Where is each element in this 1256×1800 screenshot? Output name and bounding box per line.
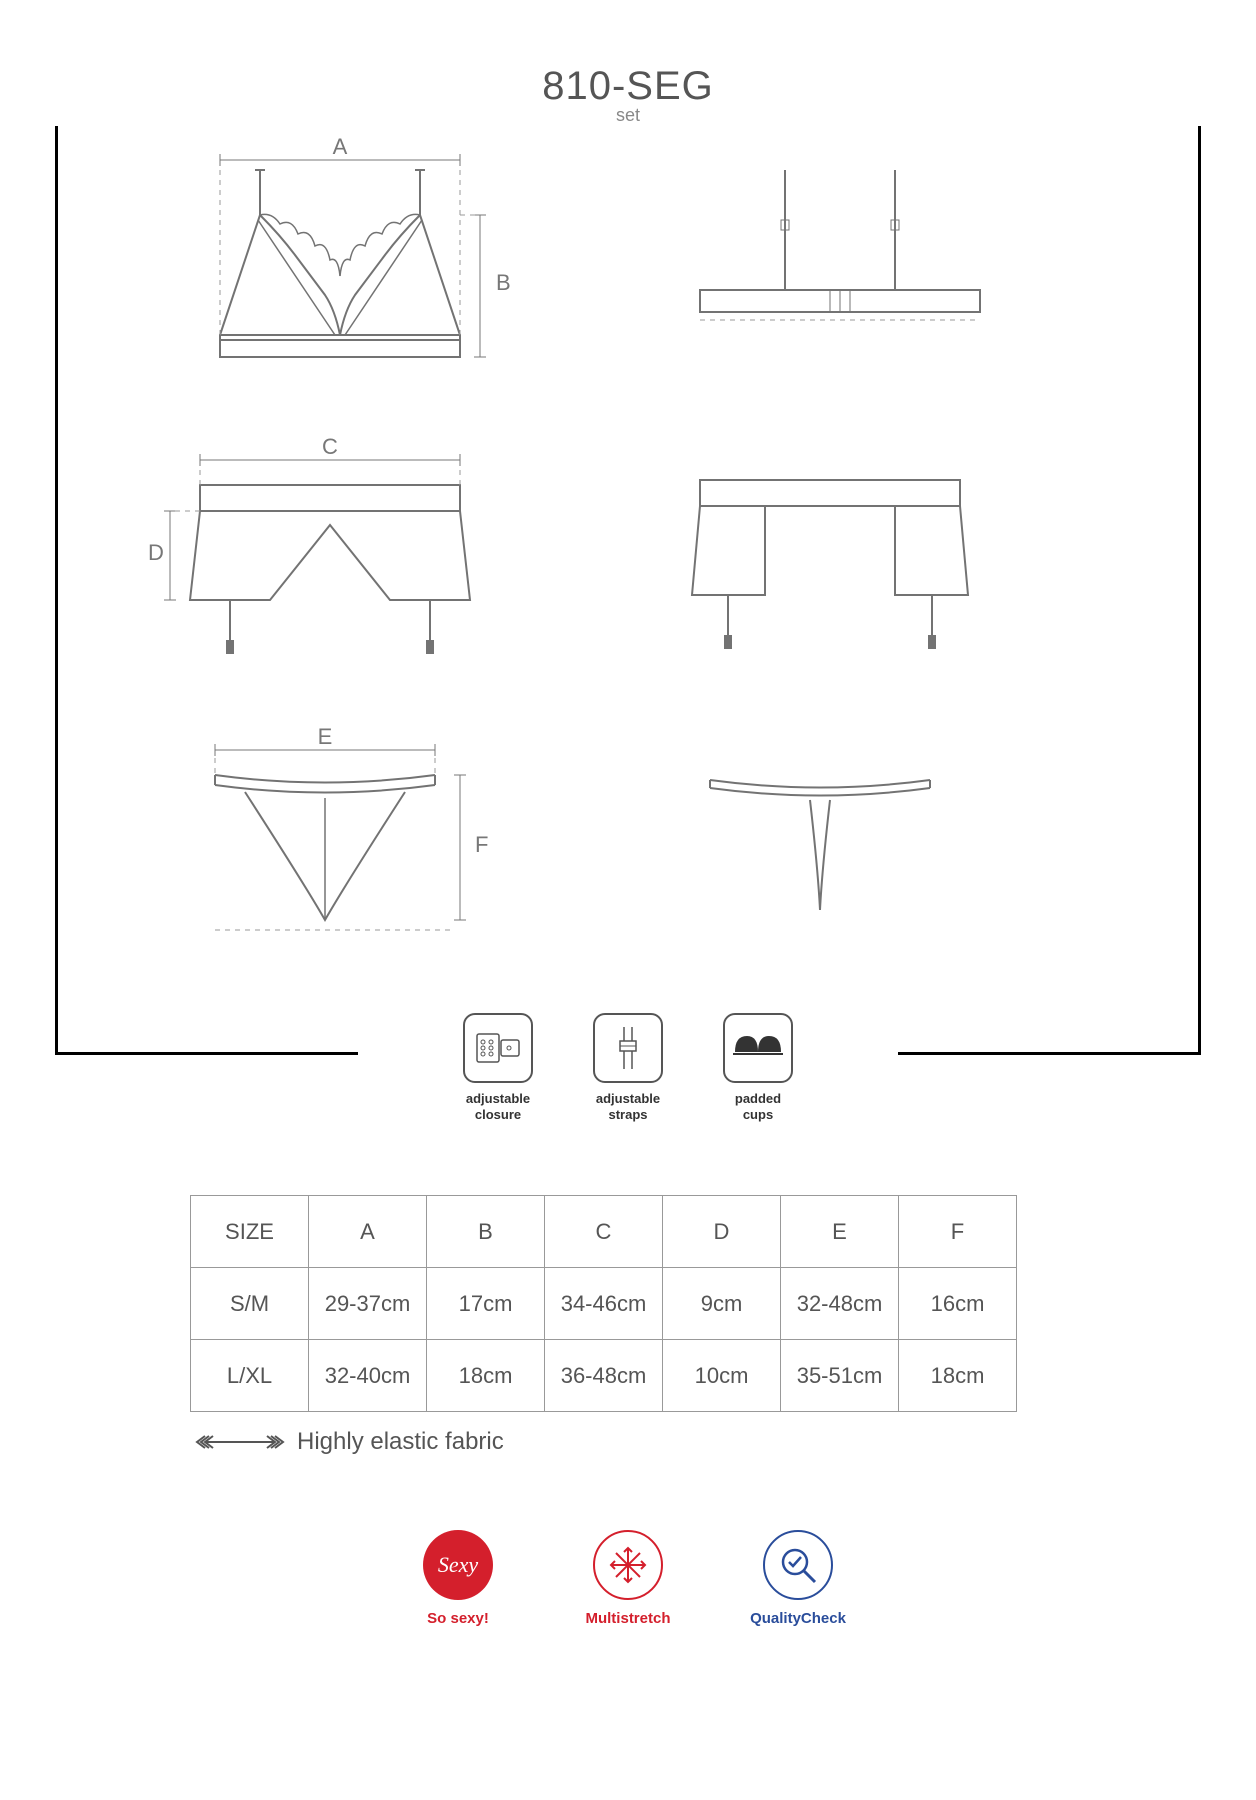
col-size: SIZE (191, 1196, 309, 1268)
badge-multistretch: Multistretch (563, 1530, 693, 1627)
dim-label-c: C (322, 434, 338, 459)
col-a: A (309, 1196, 427, 1268)
sexy-icon: Sexy (423, 1530, 493, 1600)
col-c: C (545, 1196, 663, 1268)
bra-back-diagram (680, 160, 1000, 360)
col-e: E (781, 1196, 899, 1268)
badge-sexy-label: So sexy! (393, 1610, 523, 1627)
garter-front-diagram: C D (140, 440, 500, 690)
badge-row: Sexy So sexy! Multistretch (0, 1530, 1256, 1627)
cups-icon (723, 1013, 793, 1083)
dim-label-a: A (333, 134, 348, 159)
badge-quality: QualityCheck (733, 1530, 863, 1627)
dim-label-b: B (496, 270, 511, 295)
thong-front-diagram: E F (175, 730, 495, 960)
product-title: 810-SEG (542, 64, 714, 109)
thong-back-diagram (680, 740, 960, 940)
title-block: 810-SEG set (0, 64, 1256, 126)
elastic-note: Highly elastic fabric (195, 1428, 504, 1456)
feature-closure-label: adjustableclosure (448, 1091, 548, 1122)
feature-cups: paddedcups (708, 1013, 808, 1122)
closure-icon (463, 1013, 533, 1083)
col-f: F (899, 1196, 1017, 1268)
bra-front-diagram: A B (180, 140, 500, 390)
stretch-arrow-icon (195, 1432, 285, 1452)
straps-icon (593, 1013, 663, 1083)
feature-closure: adjustableclosure (448, 1013, 548, 1122)
table-row: S/M 29-37cm 17cm 34-46cm 9cm 32-48cm 16c… (191, 1268, 1017, 1340)
elastic-text: Highly elastic fabric (297, 1428, 504, 1456)
badge-multistretch-label: Multistretch (563, 1610, 693, 1627)
col-d: D (663, 1196, 781, 1268)
feature-straps-label: adjustablestraps (578, 1091, 678, 1122)
dim-label-e: E (318, 724, 333, 749)
badge-quality-label: QualityCheck (733, 1610, 863, 1627)
feature-row: adjustableclosure adjustablestraps padde… (0, 1013, 1256, 1122)
table-row: L/XL 32-40cm 18cm 36-48cm 10cm 35-51cm 1… (191, 1340, 1017, 1412)
multistretch-icon (593, 1530, 663, 1600)
feature-straps: adjustablestraps (578, 1013, 678, 1122)
diagram-area: A B (80, 140, 1176, 1000)
garter-back-diagram (670, 450, 990, 670)
col-b: B (427, 1196, 545, 1268)
dim-label-f: F (475, 832, 488, 857)
size-table: SIZE A B C D E F S/M 29-37cm 17cm 34-46c… (190, 1195, 1017, 1412)
feature-cups-label: paddedcups (708, 1091, 808, 1122)
dim-label-d: D (148, 540, 164, 565)
qualitycheck-icon (763, 1530, 833, 1600)
badge-sexy: Sexy So sexy! (393, 1530, 523, 1627)
table-header-row: SIZE A B C D E F (191, 1196, 1017, 1268)
